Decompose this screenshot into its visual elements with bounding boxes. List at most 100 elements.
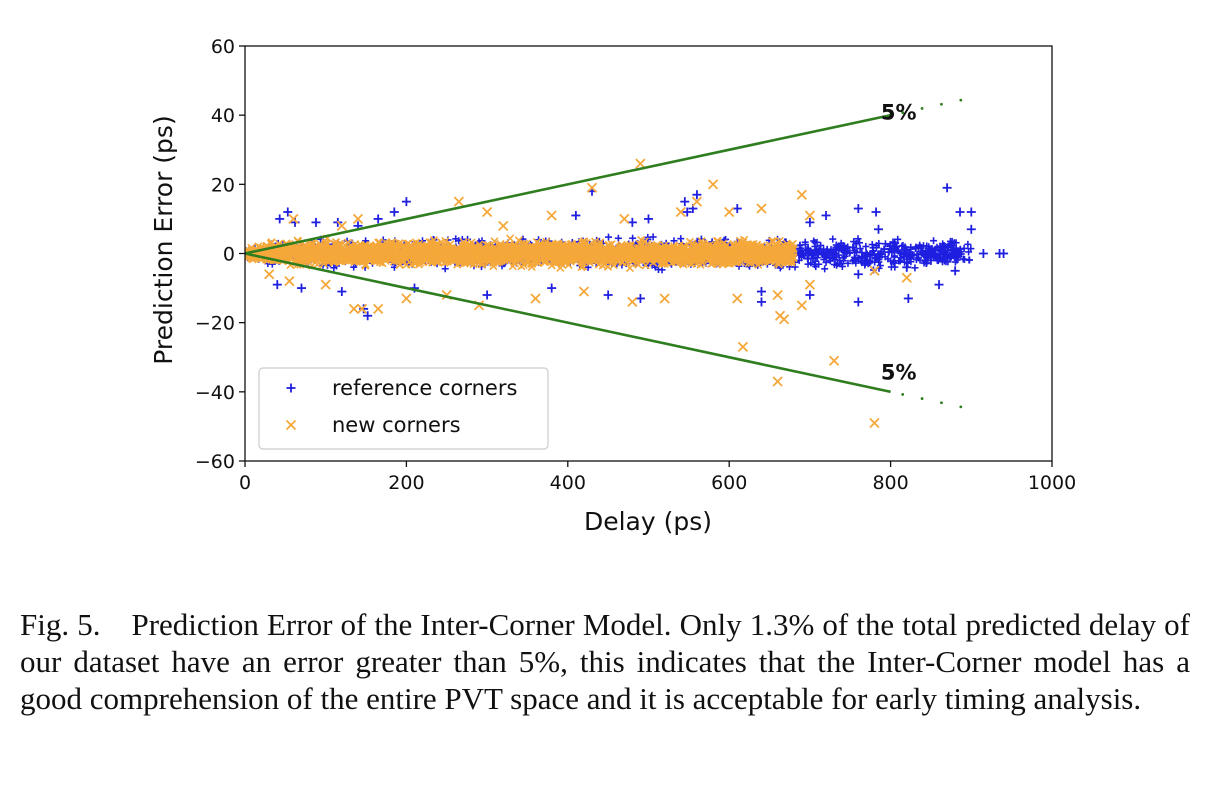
- scatter-point: [359, 304, 369, 314]
- legend-marker-plus: [286, 383, 296, 393]
- scatter-point: [447, 251, 456, 260]
- scatter-point: [449, 255, 458, 264]
- scatter-point: [834, 260, 842, 268]
- scatter-point: [810, 237, 818, 245]
- scatter-point: [455, 237, 463, 245]
- scatter-point: [849, 244, 857, 252]
- x-axis: 0 200 400 600 800 1000: [239, 461, 1076, 494]
- y-tick-label: 20: [211, 174, 235, 196]
- scatter-point: [732, 242, 741, 251]
- scatter-point: [692, 190, 702, 200]
- scatter-point: [496, 240, 505, 249]
- scatter-point: [554, 257, 563, 266]
- figure-caption: Fig. 5. Prediction Error of the Inter-Co…: [20, 607, 1190, 716]
- scatter-point: [545, 254, 554, 263]
- scatter-point: [922, 247, 930, 255]
- y-tick-label: 0: [223, 244, 235, 266]
- scatter-point: [363, 311, 373, 321]
- scatter-point: [429, 250, 438, 259]
- legend-marker-cross: [285, 419, 297, 431]
- scatter-point: [663, 255, 672, 264]
- x-tick-label: 200: [388, 472, 424, 494]
- scatter-point: [778, 314, 790, 325]
- scatter-point: [907, 245, 915, 253]
- scatter-point: [288, 213, 299, 225]
- threshold-line-dots: [901, 393, 963, 409]
- scatter-point: [482, 241, 491, 250]
- scatter-point: [616, 250, 625, 259]
- x-tick-label: 1000: [1028, 472, 1076, 494]
- scatter-point: [875, 256, 883, 264]
- scatter-point: [547, 243, 556, 253]
- scatter-point: [529, 243, 538, 252]
- scatter-point: [357, 250, 366, 259]
- scatter-point: [724, 247, 733, 256]
- scatter-point: [580, 243, 589, 252]
- scatter-point: [578, 286, 590, 297]
- scatter-point: [300, 250, 309, 259]
- scatter-point: [679, 260, 688, 269]
- scatter-point: [840, 248, 848, 256]
- scatter-point: [276, 248, 285, 257]
- scatter-point: [578, 262, 587, 271]
- scatter-point: [796, 189, 807, 200]
- scatter-point: [825, 251, 833, 259]
- scatter-point: [898, 242, 906, 250]
- scatter-point: [574, 249, 583, 258]
- scatter-point: [586, 255, 595, 265]
- scatter-point: [296, 283, 306, 293]
- scatter-point: [930, 237, 938, 245]
- scatter-point: [818, 251, 826, 259]
- scatter-point: [859, 253, 867, 261]
- x-tick-label: 600: [711, 472, 747, 494]
- scatter-point: [955, 207, 965, 217]
- scatter-point: [533, 249, 542, 258]
- scatter-point: [901, 272, 912, 283]
- scatter-point: [804, 210, 816, 221]
- scatter-point: [684, 258, 693, 267]
- scatter-point: [348, 303, 360, 314]
- scatter-point: [308, 245, 317, 254]
- scatter-point: [454, 249, 463, 258]
- legend-box: [258, 367, 549, 450]
- threshold-label: 5%: [881, 361, 917, 385]
- scatter-point: [516, 255, 525, 264]
- dense-scatter-bands: [245, 233, 975, 274]
- scatter-point: [754, 242, 763, 252]
- scatter-point: [668, 258, 677, 267]
- scatter-point: [853, 269, 863, 279]
- scatter-point: [756, 203, 767, 214]
- scatter-point: [480, 256, 489, 265]
- scatter-point: [955, 249, 963, 257]
- scatter-point: [941, 257, 949, 265]
- scatter-point: [381, 242, 390, 251]
- threshold-line: [244, 252, 891, 394]
- scatter-point: [914, 251, 922, 259]
- scatter-point: [453, 196, 464, 207]
- scatter-point: [571, 210, 581, 220]
- scatter-point: [899, 253, 907, 261]
- scatter-point: [685, 255, 694, 265]
- scatter-point: [401, 293, 412, 304]
- scatter-point: [389, 207, 399, 217]
- scatter-point: [956, 245, 964, 253]
- scatter-point: [966, 224, 976, 234]
- scatter-point: [275, 214, 285, 224]
- scatter-point: [821, 210, 831, 220]
- scatter-point: [600, 246, 609, 255]
- scatter-point: [365, 255, 374, 264]
- scatter-point: [519, 261, 528, 270]
- scatter-point: [383, 254, 392, 263]
- scatter-point: [805, 217, 815, 227]
- scatter-point: [644, 214, 653, 224]
- scatter-point: [853, 297, 863, 307]
- scatter-point: [530, 293, 541, 304]
- scatter-point: [807, 259, 815, 267]
- scatter-point: [562, 257, 571, 267]
- scatter-point: [639, 248, 648, 257]
- scatter-point: [724, 206, 735, 218]
- scatter-point: [404, 249, 413, 258]
- scatter-point: [839, 257, 847, 265]
- scatter-point: [319, 250, 328, 260]
- scatter-point: [694, 249, 703, 258]
